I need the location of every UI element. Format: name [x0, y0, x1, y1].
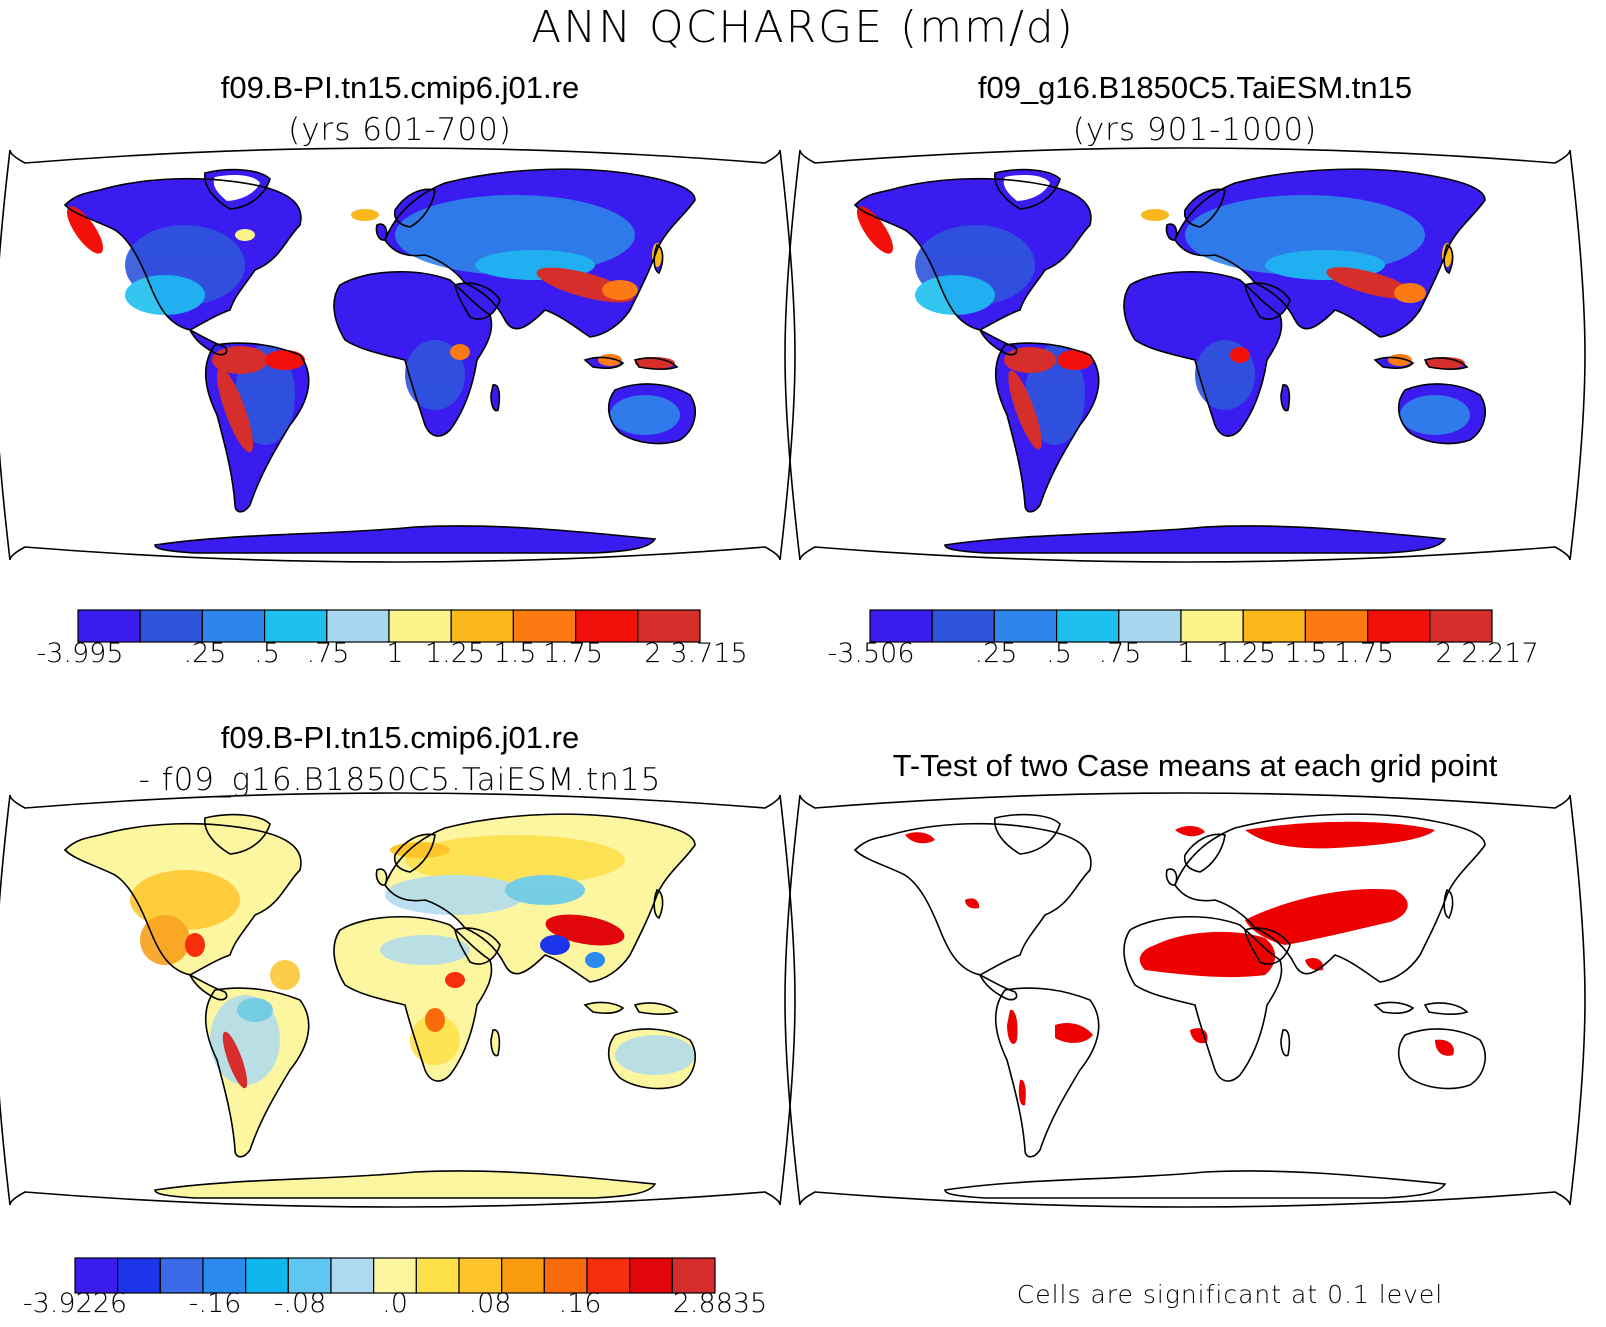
panel-case2-subtitle: (yrs 901-1000) [1072, 112, 1318, 148]
case2-tick-7: 1.75 [1333, 638, 1395, 669]
map-land-case1 [64, 168, 697, 554]
case1-colorbar-box-8 [574, 609, 639, 643]
map-boundary-case1 [0, 147, 796, 563]
panel-case1-title: f09.B-PI.tn15.cmip6.j01.re [220, 70, 580, 105]
case2-colorbar-box-4 [1118, 609, 1182, 643]
map-boundary-ttest [784, 792, 1586, 1208]
case1-tick-3: .75 [306, 638, 350, 669]
diff-colorbar-box-4 [245, 1257, 289, 1294]
diff-tick-0: -3.9226 [22, 1288, 128, 1319]
diff-colorbar-box-3 [202, 1257, 247, 1294]
case2-tick-1: .25 [974, 638, 1018, 669]
diff-colorbar-box-8 [415, 1257, 460, 1294]
diff-colorbar-box-6 [330, 1257, 375, 1294]
case1-colorbar-box-3 [264, 609, 328, 643]
case2-tick-0: -3.506 [827, 638, 915, 669]
case1-tick-1: .25 [183, 638, 227, 669]
panel-diff-map [0, 792, 796, 1208]
diff-tick-3: .0 [382, 1288, 408, 1319]
panel-ttest-title: T-Test of two Case means at each grid po… [892, 748, 1498, 783]
diff-tick-1: -.16 [188, 1288, 242, 1319]
case2-colorbar-box-6 [1242, 609, 1306, 643]
map-land-diff [64, 813, 697, 1199]
panel-case1-map [0, 147, 796, 563]
diff-colorbar-box-14 [671, 1257, 716, 1294]
map-land-case2 [854, 168, 1487, 554]
significant-cells [905, 821, 1454, 1106]
case2-tick-8: 2 [1435, 638, 1453, 669]
map-land-ttest [854, 813, 1487, 1199]
case1-colorbar-box-0 [77, 609, 141, 643]
case1-colorbar [77, 609, 701, 643]
case1-tick-8: 2 [644, 638, 662, 669]
diff-colorbar-box-9 [458, 1257, 503, 1294]
case2-colorbar-box-5 [1180, 609, 1244, 643]
diff-colorbar-box-0 [74, 1257, 119, 1294]
map-boundary-case2 [784, 147, 1586, 563]
diff-colorbar-box-11 [543, 1257, 588, 1294]
case1-tick-4: 1 [386, 638, 404, 669]
case1-colorbar-box-5 [388, 609, 452, 643]
panel-ttest-map [784, 792, 1586, 1208]
panel-case2-map [784, 147, 1586, 563]
case1-colorbar-box-4 [326, 609, 390, 643]
diff-tick-6: 2.8835 [672, 1288, 768, 1319]
case1-tick-9: 3.715 [670, 638, 748, 669]
case2-tick-5: 1.25 [1215, 638, 1277, 669]
diff-tick-2: -.08 [273, 1288, 327, 1319]
case1-tick-2: .5 [254, 638, 280, 669]
case1-tick-0: -3.995 [36, 638, 124, 669]
panel-case2-title: f09_g16.B1850C5.TaiESM.tn15 [977, 70, 1413, 105]
diff-colorbar-box-13 [629, 1257, 673, 1294]
diff-tick-4: .08 [468, 1288, 512, 1319]
case1-colorbar-box-7 [512, 609, 577, 643]
case2-tick-3: .75 [1098, 638, 1142, 669]
case1-colorbar-box-9 [637, 609, 701, 643]
case1-tick-7: 1.75 [542, 638, 604, 669]
diff-colorbar-box-2 [159, 1257, 204, 1294]
case2-colorbar-box-0 [869, 609, 933, 643]
case2-colorbar-box-7 [1304, 609, 1369, 643]
diff-tick-5: .16 [558, 1288, 602, 1319]
panel-ttest-note: Cells are significant at 0.1 level [1016, 1280, 1444, 1309]
map-boundary-diff [0, 792, 796, 1208]
panel-diff-subtitle: - f09_g16.B1850C5.TaiESM.tn15 [138, 762, 662, 798]
diff-colorbar [74, 1257, 716, 1294]
diff-colorbar-box-1 [117, 1257, 161, 1294]
figure-title: ANN QCHARGE (mm/d) [531, 2, 1075, 53]
case2-colorbar-box-1 [931, 609, 996, 643]
case2-tick-6: 1.5 [1284, 638, 1328, 669]
case1-tick-5: 1.25 [424, 638, 486, 669]
panel-case1-subtitle: (yrs 601-700) [288, 112, 512, 148]
case2-tick-2: .5 [1046, 638, 1072, 669]
diff-colorbar-box-10 [501, 1257, 545, 1294]
panel-diff-title: f09.B-PI.tn15.cmip6.j01.re [220, 720, 580, 755]
case2-tick-9: 2.217 [1461, 638, 1539, 669]
case1-tick-6: 1.5 [493, 638, 537, 669]
case2-tick-4: 1 [1177, 638, 1195, 669]
case1-colorbar-box-6 [450, 609, 515, 643]
diff-colorbar-box-5 [287, 1257, 332, 1294]
case2-colorbar-box-8 [1366, 609, 1431, 643]
case2-colorbar-box-9 [1429, 609, 1493, 643]
case2-colorbar [869, 609, 1493, 643]
case2-colorbar-box-2 [993, 609, 1058, 643]
